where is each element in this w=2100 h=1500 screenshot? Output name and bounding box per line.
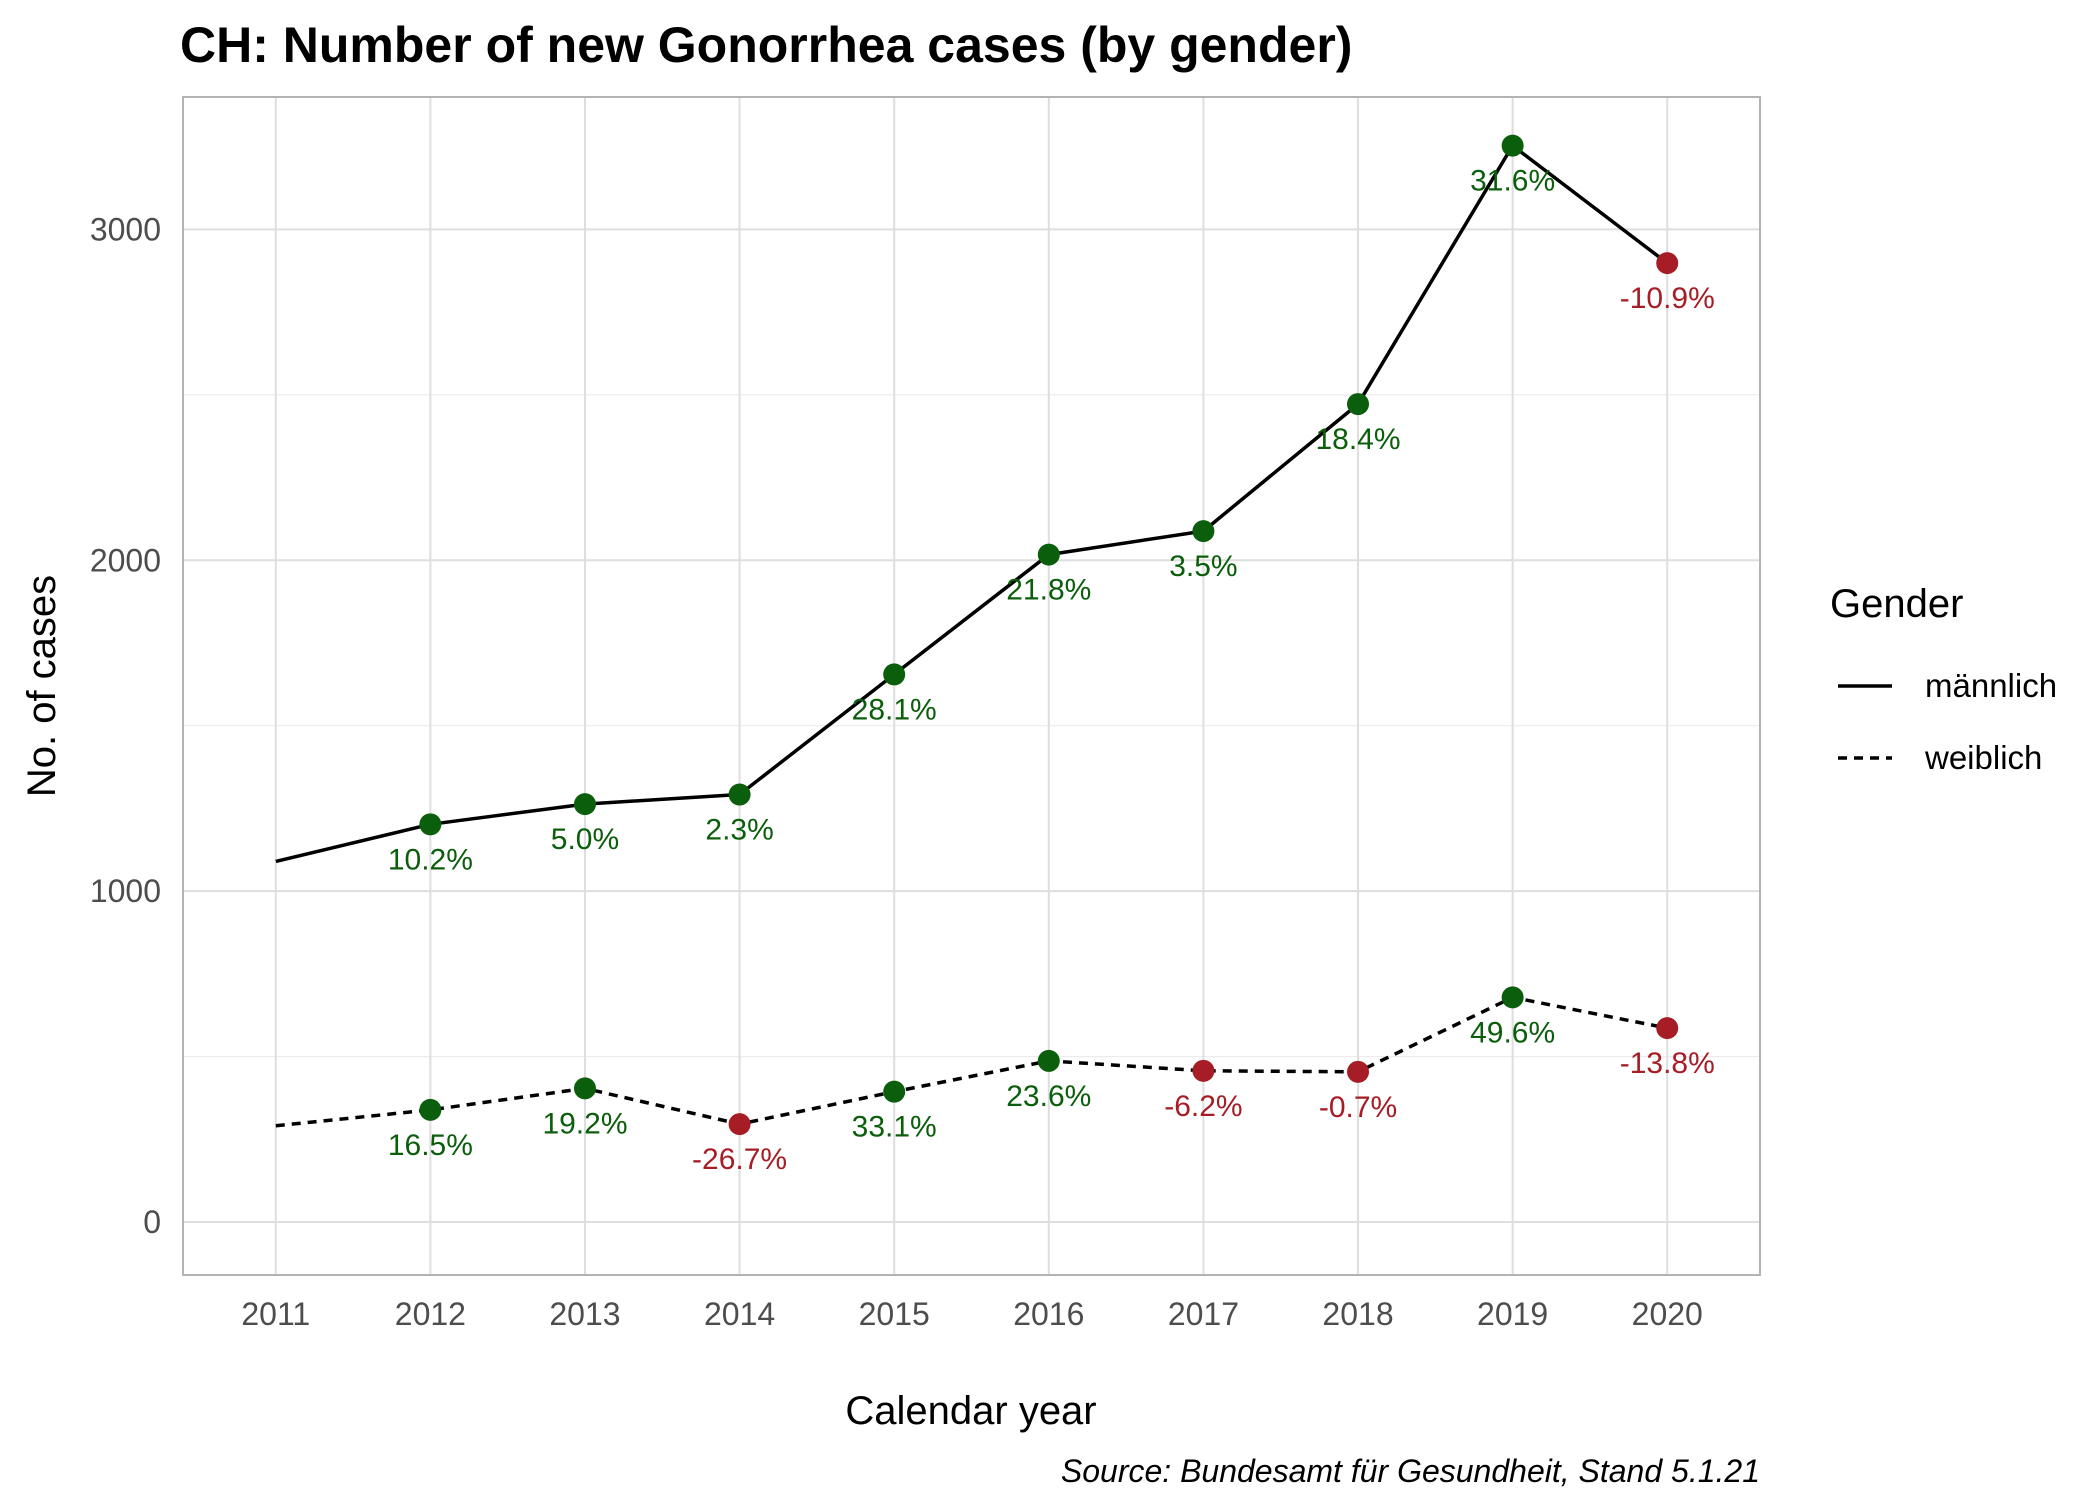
percent-change-label: 31.6%	[1470, 165, 1555, 198]
data-point	[1037, 543, 1060, 566]
y-tick-label: 0	[143, 1204, 161, 1240]
percent-change-label: 2.3%	[705, 814, 773, 847]
percent-change-label: 16.5%	[388, 1129, 473, 1162]
x-tick-label: 2013	[549, 1296, 620, 1332]
data-points	[419, 134, 1679, 1136]
data-point	[419, 813, 442, 836]
legend-title: Gender	[1830, 582, 1963, 626]
percent-change-label: 21.8%	[1006, 574, 1091, 607]
data-point	[1656, 252, 1679, 275]
data-point	[1037, 1049, 1060, 1072]
legend-label-weiblich: weiblich	[1924, 739, 2042, 776]
data-point	[1192, 1059, 1215, 1082]
x-tick-label: 2017	[1168, 1296, 1239, 1332]
x-tick-label: 2018	[1322, 1296, 1393, 1332]
y-tick-label: 2000	[90, 542, 161, 578]
legend: Gender männlich weiblich	[1830, 582, 2057, 776]
source-caption: Source: Bundesamt für Gesundheit, Stand …	[1061, 1453, 1760, 1489]
x-tick-label: 2020	[1632, 1296, 1703, 1332]
data-point	[573, 793, 596, 816]
x-axis-title: Calendar year	[845, 1389, 1096, 1433]
data-point	[728, 783, 751, 806]
data-point	[1347, 1060, 1370, 1083]
x-tick-label: 2011	[241, 1296, 310, 1332]
data-point	[883, 1080, 906, 1103]
y-axis-tick-labels: 0 1000 2000 3000	[90, 211, 161, 1240]
data-point	[728, 1113, 751, 1136]
percent-change-label: -6.2%	[1164, 1090, 1242, 1123]
percent-change-labels: 10.2% 5.0% 2.3% 28.1% 21.8% 3.5% 18.4% 31.6% -10…	[388, 165, 1715, 1176]
y-tick-label: 3000	[90, 211, 161, 247]
x-tick-label: 2016	[1013, 1296, 1084, 1332]
percent-change-label: -0.7%	[1319, 1091, 1397, 1124]
data-point	[1347, 393, 1370, 416]
data-point	[1501, 134, 1524, 157]
percent-change-label: 10.2%	[388, 843, 473, 876]
percent-change-label: -13.8%	[1620, 1047, 1715, 1080]
data-point	[419, 1098, 442, 1121]
x-tick-label: 2019	[1477, 1296, 1548, 1332]
percent-change-label: 19.2%	[542, 1107, 627, 1140]
percent-change-label: 28.1%	[852, 693, 937, 726]
series-lines	[275, 143, 1669, 1128]
plot-panel-border	[182, 96, 1761, 1276]
data-point	[573, 1077, 596, 1100]
percent-change-label: 5.0%	[551, 823, 619, 856]
legend-label-maennlich: männlich	[1925, 667, 2057, 704]
chart-title: CH: Number of new Gonorrhea cases (by ge…	[180, 17, 1352, 73]
y-axis-title: No. of cases	[20, 575, 64, 797]
x-axis-tick-labels: 2011 2012 2013 2014 2015 2016 2017 2018 2019 2020	[241, 1296, 1702, 1332]
percent-change-label: 23.6%	[1006, 1080, 1091, 1113]
percent-change-label: 18.4%	[1315, 423, 1400, 456]
percent-change-label: 49.6%	[1470, 1016, 1555, 1049]
percent-change-label: -26.7%	[692, 1143, 787, 1176]
series-line-solid	[275, 143, 1669, 864]
series-line-dashed	[275, 995, 1668, 1128]
data-point	[1192, 520, 1215, 543]
x-tick-label: 2014	[704, 1296, 775, 1332]
x-tick-label: 2015	[859, 1296, 930, 1332]
data-point	[1501, 986, 1524, 1009]
percent-change-label: 33.1%	[852, 1111, 937, 1144]
data-point	[883, 663, 906, 686]
percent-change-label: 3.5%	[1169, 550, 1237, 583]
data-point	[1656, 1017, 1679, 1040]
y-tick-label: 1000	[90, 873, 161, 909]
plot-panel-background	[183, 97, 1760, 1275]
percent-change-label: -10.9%	[1620, 282, 1715, 315]
x-tick-label: 2012	[395, 1296, 466, 1332]
